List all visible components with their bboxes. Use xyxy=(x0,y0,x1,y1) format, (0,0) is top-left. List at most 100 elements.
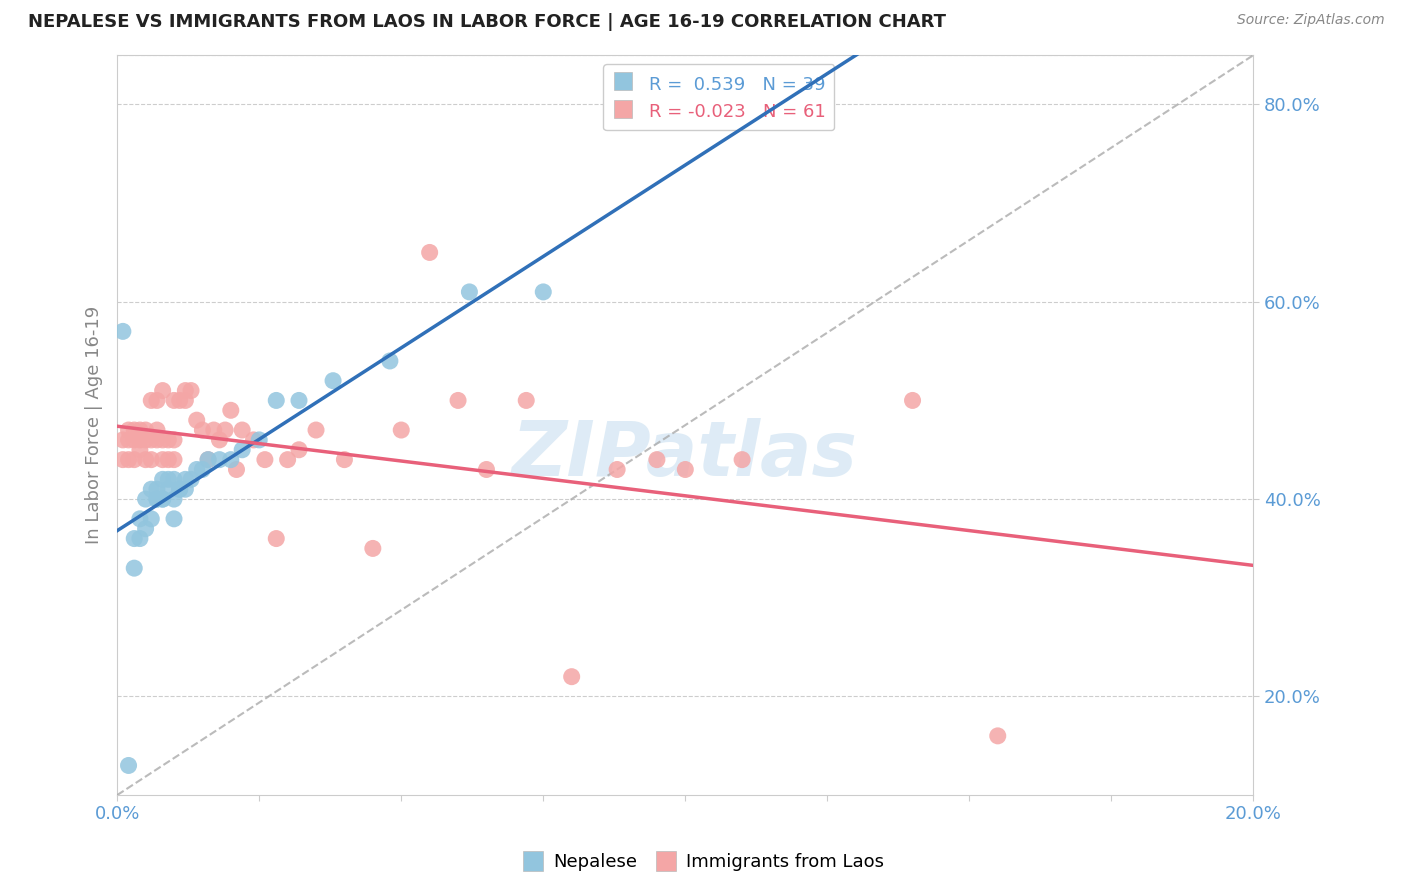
Point xyxy=(242,433,264,447)
Point xyxy=(987,729,1010,743)
Point xyxy=(163,472,186,486)
Point xyxy=(146,423,169,437)
Point xyxy=(458,285,481,299)
Text: NEPALESE VS IMMIGRANTS FROM LAOS IN LABOR FORCE | AGE 16-19 CORRELATION CHART: NEPALESE VS IMMIGRANTS FROM LAOS IN LABO… xyxy=(28,13,946,31)
Point xyxy=(901,393,924,408)
Point xyxy=(152,384,174,398)
Point xyxy=(169,393,191,408)
Point xyxy=(419,245,441,260)
Point xyxy=(231,423,253,437)
Point xyxy=(146,482,169,496)
Point xyxy=(475,462,498,476)
Point xyxy=(163,492,186,507)
Point xyxy=(169,482,191,496)
Point xyxy=(111,452,134,467)
Y-axis label: In Labor Force | Age 16-19: In Labor Force | Age 16-19 xyxy=(86,306,103,544)
Point xyxy=(225,462,247,476)
Point xyxy=(561,670,583,684)
Point xyxy=(169,482,191,496)
Point xyxy=(135,492,157,507)
Point xyxy=(389,423,412,437)
Point xyxy=(219,452,242,467)
Point xyxy=(135,433,157,447)
Point xyxy=(288,442,311,457)
Point xyxy=(208,433,231,447)
Point xyxy=(180,472,202,486)
Point xyxy=(129,532,152,546)
Point xyxy=(531,285,554,299)
Point xyxy=(141,393,163,408)
Text: ZIPatlas: ZIPatlas xyxy=(512,417,858,491)
Point xyxy=(191,462,214,476)
Point xyxy=(146,433,169,447)
Point xyxy=(180,384,202,398)
Point xyxy=(163,433,186,447)
Point xyxy=(152,433,174,447)
Point xyxy=(157,433,180,447)
Point xyxy=(174,393,197,408)
Point xyxy=(197,452,219,467)
Point xyxy=(122,423,145,437)
Point xyxy=(253,452,276,467)
Legend: Nepalese, Immigrants from Laos: Nepalese, Immigrants from Laos xyxy=(515,847,891,879)
Point xyxy=(117,452,139,467)
Point xyxy=(152,452,174,467)
Point xyxy=(322,374,344,388)
Point xyxy=(141,482,163,496)
Point xyxy=(731,452,754,467)
Point xyxy=(122,452,145,467)
Point xyxy=(122,532,145,546)
Point xyxy=(146,393,169,408)
Point xyxy=(186,413,208,427)
Point xyxy=(117,423,139,437)
Point xyxy=(146,492,169,507)
Point xyxy=(645,452,668,467)
Point xyxy=(447,393,470,408)
Point xyxy=(163,452,186,467)
Point xyxy=(208,452,231,467)
Point xyxy=(146,492,169,507)
Point xyxy=(191,423,214,437)
Point xyxy=(219,403,242,417)
Point xyxy=(129,512,152,526)
Point xyxy=(163,512,186,526)
Point xyxy=(157,452,180,467)
Point xyxy=(152,492,174,507)
Point xyxy=(141,452,163,467)
Point xyxy=(117,433,139,447)
Point xyxy=(141,433,163,447)
Point xyxy=(152,492,174,507)
Point xyxy=(378,354,401,368)
Point xyxy=(515,393,537,408)
Point xyxy=(277,452,299,467)
Point xyxy=(214,423,236,437)
Point xyxy=(135,423,157,437)
Point xyxy=(152,472,174,486)
Point xyxy=(135,452,157,467)
Point xyxy=(361,541,384,556)
Point xyxy=(305,423,328,437)
Point xyxy=(129,423,152,437)
Point xyxy=(157,472,180,486)
Point xyxy=(264,532,287,546)
Point xyxy=(333,452,356,467)
Point xyxy=(264,393,287,408)
Point xyxy=(135,522,157,536)
Point xyxy=(163,393,186,408)
Point xyxy=(129,442,152,457)
Point xyxy=(202,423,225,437)
Point xyxy=(673,462,696,476)
Point xyxy=(186,462,208,476)
Point xyxy=(141,512,163,526)
Point xyxy=(288,393,311,408)
Point xyxy=(157,482,180,496)
Point xyxy=(174,482,197,496)
Point xyxy=(231,442,253,457)
Text: Source: ZipAtlas.com: Source: ZipAtlas.com xyxy=(1237,13,1385,28)
Point xyxy=(111,433,134,447)
Legend: R =  0.539   N = 39, R = -0.023   N = 61: R = 0.539 N = 39, R = -0.023 N = 61 xyxy=(603,64,834,130)
Point xyxy=(129,433,152,447)
Point xyxy=(117,758,139,772)
Point xyxy=(247,433,270,447)
Point xyxy=(122,433,145,447)
